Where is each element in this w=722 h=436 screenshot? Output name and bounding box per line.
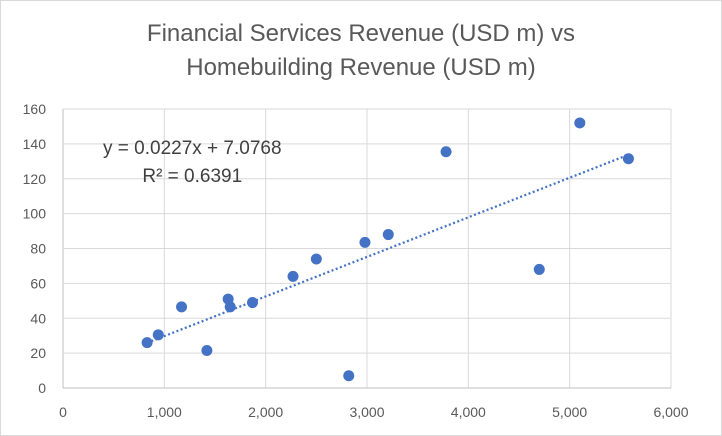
data-point (622, 153, 634, 165)
data-point (246, 297, 258, 309)
y-tick-label: 160 (23, 101, 47, 117)
gridlines (62, 108, 672, 389)
data-point (287, 270, 299, 282)
data-point (440, 146, 452, 158)
y-tick-label: 40 (30, 310, 46, 326)
data-point (382, 229, 394, 241)
chart-title-line-2: Homebuilding Revenue (USD m) (186, 54, 536, 81)
data-point (152, 329, 164, 341)
axes: 0 1,000 2,000 3,000 4,000 5,000 6,000 0 20 40 60 80… (23, 101, 689, 420)
x-tick-label: 0 (59, 404, 67, 420)
data-point (310, 253, 322, 265)
x-tick-label: 5,000 (552, 404, 587, 420)
y-tick-label: 120 (23, 171, 47, 187)
data-points (141, 117, 634, 382)
x-tick-label: 6,000 (653, 404, 688, 420)
data-point (343, 370, 355, 382)
x-tick-label: 2,000 (248, 404, 283, 420)
data-point (359, 236, 371, 248)
data-point (176, 301, 188, 313)
data-point (574, 117, 586, 129)
data-point (201, 345, 213, 357)
y-tick-label: 20 (30, 345, 46, 361)
x-tick-label: 4,000 (451, 404, 486, 420)
x-tick-label: 1,000 (147, 404, 182, 420)
data-point (141, 337, 153, 349)
data-point (224, 301, 236, 313)
y-tick-label: 80 (30, 241, 46, 257)
trendline-r-squared: R² = 0.6391 (142, 166, 243, 187)
chart-title-line-1: Financial Services Revenue (USD m) vs (146, 20, 576, 47)
trendline-equation-label: y = 0.0227x + 7.0768 R² = 0.6391 (103, 135, 282, 191)
data-point (533, 263, 545, 275)
x-tick-label: 3,000 (349, 404, 384, 420)
y-tick-label: 100 (23, 206, 47, 222)
y-tick-label: 60 (30, 275, 46, 291)
y-tick-label: 0 (38, 380, 46, 396)
chart-title: Financial Services Revenue (USD m) vs Ho… (1, 17, 721, 85)
y-tick-label: 140 (23, 136, 47, 152)
trendline-equation: y = 0.0227x + 7.0768 (103, 138, 282, 159)
